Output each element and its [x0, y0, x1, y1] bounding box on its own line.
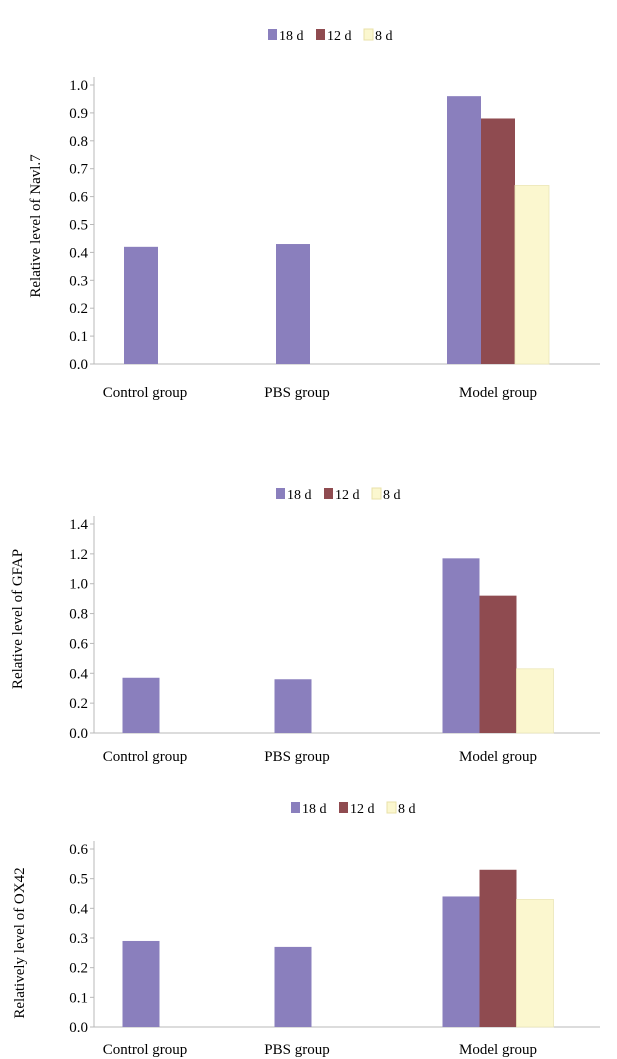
y-tick-label: 0.4	[69, 666, 88, 682]
y-tick-label: 0.9	[69, 106, 88, 122]
legend-swatch-12d	[316, 29, 325, 40]
x-category-label: Model group	[459, 1042, 537, 1058]
x-category-label: Model group	[459, 385, 537, 401]
legend-swatch-18d	[268, 29, 277, 40]
chart-3: 18 d 12 d 8 d 0.0 0.1 0.2 0.3 0.4 0.5 0.6 Relative…	[12, 801, 600, 1058]
y-tick-label: 0.0	[69, 357, 88, 373]
y-tick-label: 0.4	[69, 245, 88, 261]
y-tick-label: 0.3	[69, 273, 88, 289]
y-axis-label: Relatively level of OX42	[12, 867, 28, 1018]
y-tick-label: 0.6	[69, 190, 88, 206]
bar-model-group-12d	[479, 595, 517, 733]
y-tick-label: 1.4	[69, 517, 88, 533]
legend-label-12d: 12 d	[327, 29, 352, 44]
bar-model-group-18d	[442, 896, 480, 1027]
y-tick-label: 0.4	[69, 901, 88, 917]
x-category-label: Control group	[103, 749, 188, 765]
y-tick-label: 0.5	[69, 872, 88, 888]
legend-swatch-18d	[291, 802, 300, 813]
legend-swatch-8d	[371, 487, 382, 500]
legend-label-18d: 18 d	[287, 488, 312, 503]
y-tick-label: 0.6	[69, 636, 88, 652]
bar-control-group-18d	[122, 940, 160, 1027]
y-tick-label: 1.2	[69, 547, 88, 563]
bar-control-group-18d	[124, 246, 158, 364]
y-tick-label: 0.1	[69, 329, 88, 345]
bar-pbs-group-18d	[274, 679, 312, 733]
bar-model-group-8d	[514, 185, 550, 365]
y-tick-label: 0.8	[69, 607, 88, 623]
y-tick-label: 0.2	[69, 961, 88, 977]
y-tick-label: 0.2	[69, 696, 88, 712]
legend-label-12d: 12 d	[335, 488, 360, 503]
y-axis-label: Relative level of GFAP	[10, 549, 26, 689]
y-tick-label: 0.7	[69, 162, 88, 178]
bar-model-group-18d	[442, 558, 480, 733]
x-category-label: Control group	[103, 385, 188, 401]
y-axis-label: Relative level of Navl.7	[28, 154, 44, 298]
y-tick-label: 0.0	[69, 1020, 88, 1036]
chart-1: 18 d 12 d 8 d 0.0 0.1 0.2 0.3 0.4 0.5 0.6 0.7 0.8 0.…	[28, 28, 600, 401]
bar-model-group-12d	[481, 118, 515, 364]
y-tick-label: 0.0	[69, 726, 88, 742]
x-category-label: PBS group	[264, 385, 329, 401]
y-tick-label: 0.6	[69, 842, 88, 858]
x-category-label: Model group	[459, 749, 537, 765]
y-tick-label: 0.3	[69, 931, 88, 947]
bar-control-group-18d	[122, 677, 160, 733]
legend-swatch-12d	[324, 488, 333, 499]
bar-model-group-8d	[516, 668, 554, 734]
legend-label-18d: 18 d	[302, 802, 327, 817]
x-category-label: PBS group	[264, 1042, 329, 1058]
legend-label-8d: 8 d	[383, 488, 401, 503]
y-tick-label: 0.2	[69, 301, 88, 317]
bar-model-group-18d	[447, 96, 481, 364]
y-tick-label: 1.0	[69, 78, 88, 94]
y-tick-label: 1.0	[69, 577, 88, 593]
legend: 18 d 12 d 8 d	[268, 28, 393, 44]
legend-swatch-8d	[386, 801, 397, 814]
bar-pbs-group-18d	[274, 946, 312, 1027]
bar-model-group-12d	[479, 869, 517, 1027]
legend-label-18d: 18 d	[279, 29, 304, 44]
x-category-label: PBS group	[264, 749, 329, 765]
y-tick-label: 0.8	[69, 134, 88, 150]
y-tick-label: 0.5	[69, 218, 88, 234]
y-tick-label: 0.1	[69, 990, 88, 1006]
legend-swatch-18d	[276, 488, 285, 499]
x-category-label: Control group	[103, 1042, 188, 1058]
legend-swatch-8d	[363, 28, 374, 41]
legend: 18 d 12 d 8 d	[276, 487, 401, 503]
legend-label-8d: 8 d	[375, 29, 393, 44]
legend-swatch-12d	[339, 802, 348, 813]
legend: 18 d 12 d 8 d	[291, 801, 416, 817]
chart-2: 18 d 12 d 8 d 0.0 0.2 0.4 0.6 0.8 1.0 1.2 1.4 Relat…	[10, 487, 600, 765]
bar-model-group-8d	[516, 899, 554, 1028]
bar-pbs-group-18d	[276, 244, 310, 364]
legend-label-12d: 12 d	[350, 802, 375, 817]
legend-label-8d: 8 d	[398, 802, 416, 817]
